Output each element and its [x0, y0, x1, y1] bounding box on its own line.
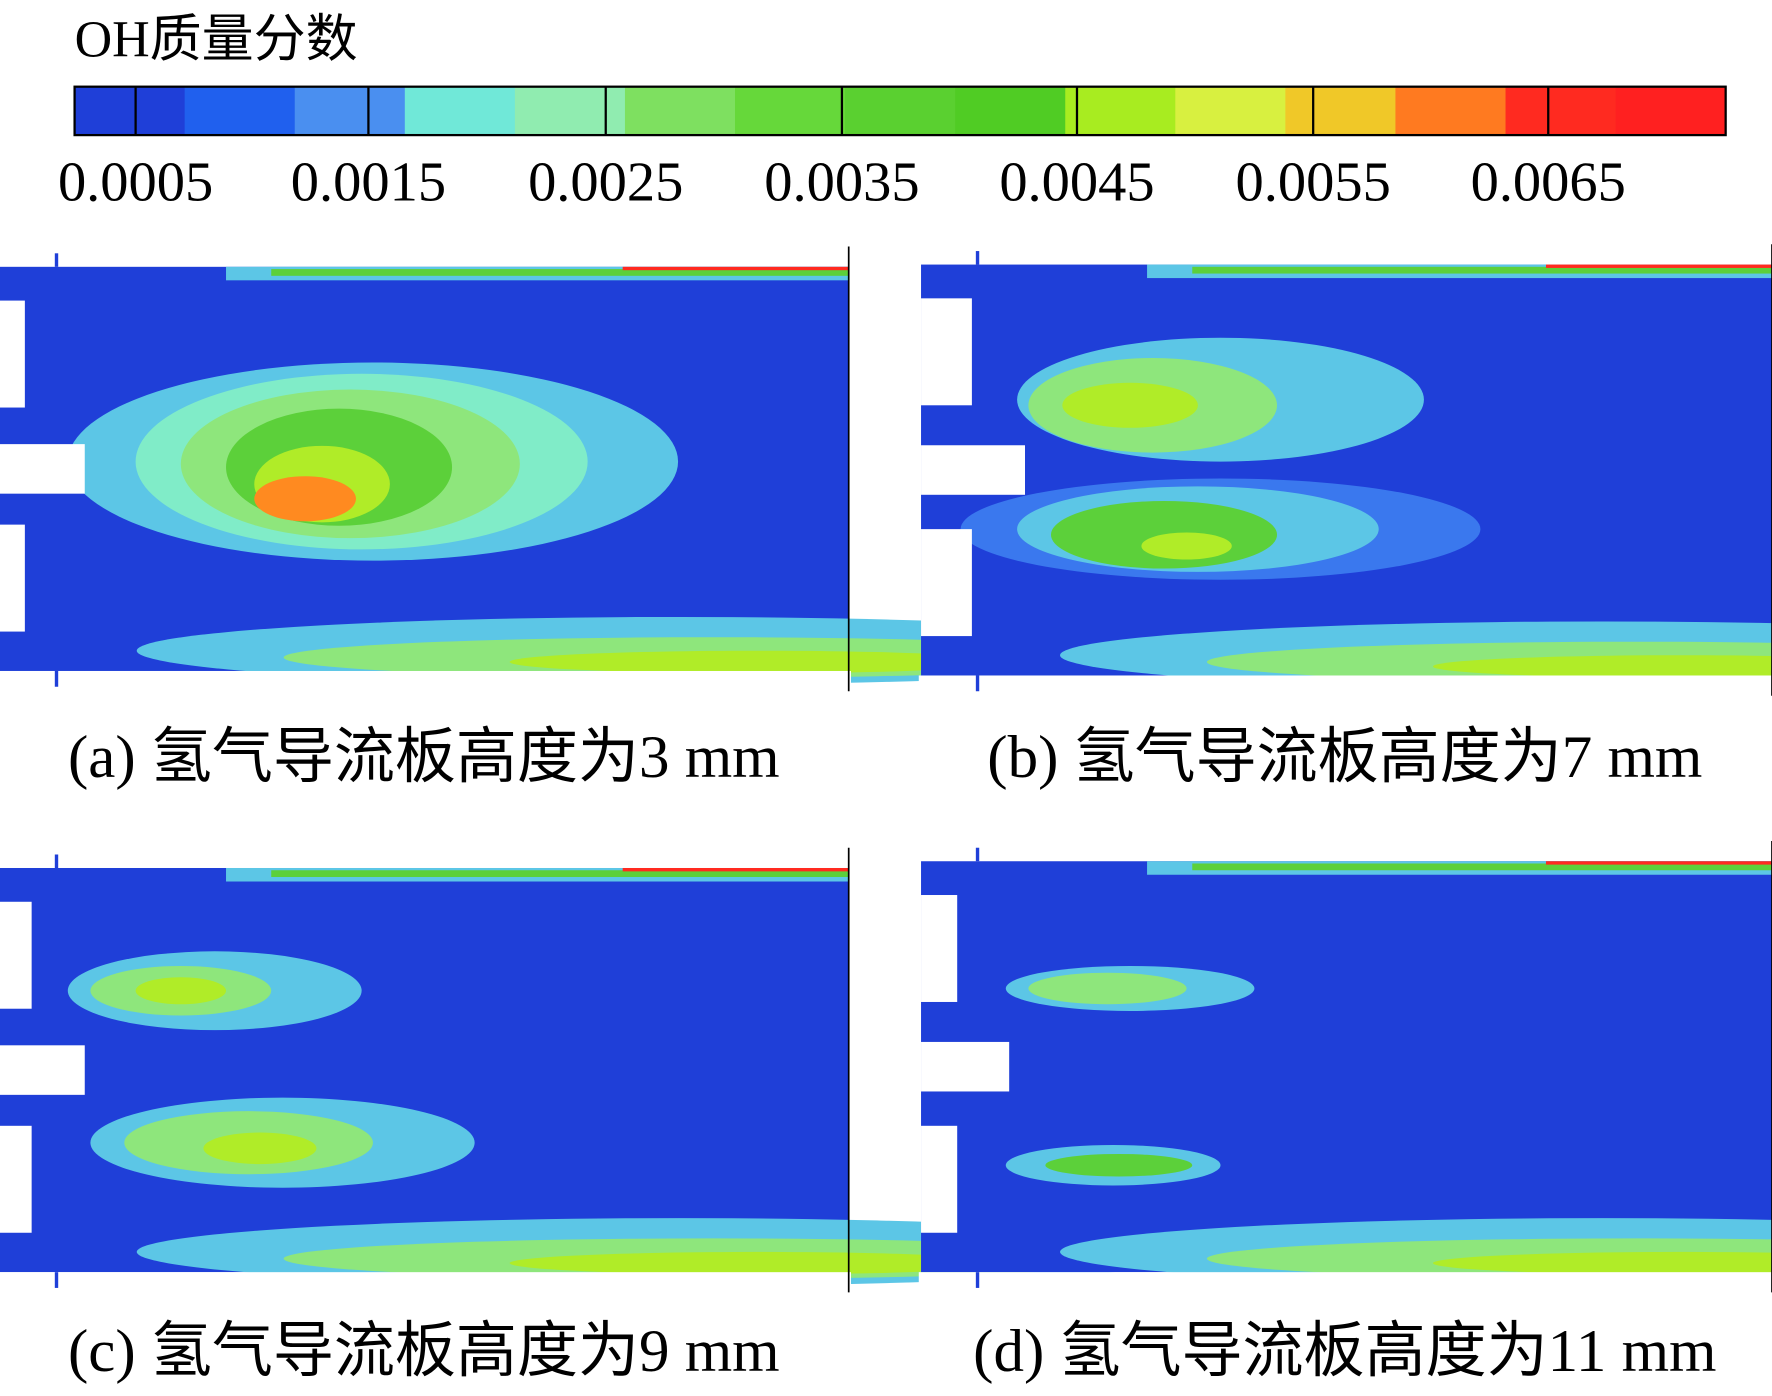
colorbar-segment: [1175, 86, 1287, 136]
inlet: [921, 529, 972, 637]
plume: [1028, 972, 1187, 1005]
cover: [918, 675, 1772, 721]
cover: [0, 1272, 851, 1318]
wall-band: [622, 266, 849, 271]
colorbar-segment: [1285, 86, 1397, 136]
wall-band: [1192, 863, 1772, 871]
colorbar-segment: [624, 86, 736, 136]
wall-band: [1545, 861, 1772, 865]
inlet: [921, 1125, 958, 1233]
wall-band: [271, 870, 849, 878]
colorbar-segment: [294, 86, 406, 136]
colorbar: 0.0005 0.0015 0.0025 0.0035 0.0045 0.0055 0.00…: [58, 85, 1727, 213]
splitter: [0, 444, 85, 494]
contour-domain: [921, 861, 1772, 1273]
colorbar-tick-label: 0.0045: [999, 151, 1154, 213]
colorbar-segment: [1505, 86, 1617, 136]
plume: [254, 476, 356, 522]
panel-caption: (a) 氢气导流板高度为3 mm: [68, 724, 780, 791]
colorbar-segment: [404, 86, 516, 136]
contour-domain: [0, 867, 849, 1273]
wall-band: [622, 867, 849, 872]
inlet: [0, 300, 25, 408]
plume: [1062, 382, 1198, 428]
inlet: [921, 895, 958, 1002]
inlet: [921, 298, 972, 406]
colorbar-title: OH质量分数: [75, 11, 358, 68]
plume: [203, 1132, 317, 1165]
wall-band: [1545, 264, 1772, 268]
panel-caption: (b) 氢气导流板高度为7 mm: [987, 724, 1702, 791]
splitter: [921, 445, 1026, 495]
plume: [135, 977, 227, 1005]
wall-band: [1433, 1251, 1772, 1275]
wall-band: [509, 1251, 1007, 1275]
wall-band: [271, 269, 849, 276]
cover: [0, 670, 851, 717]
panels: (a) 氢气导流板高度为3 mm (b) 氢气导流板高度为7 mm (c) 氢气导流…: [0, 244, 1772, 1385]
colorbar-segment: [845, 86, 956, 136]
colorbar-segment: [184, 86, 296, 136]
splitter: [921, 1041, 1010, 1092]
colorbar-frame: [73, 85, 1727, 137]
panel-caption: (c) 氢气导流板高度为9 mm: [68, 1318, 780, 1385]
inlet: [0, 1125, 32, 1233]
contour-domain: [921, 264, 1772, 676]
colorbar-tick-label: 0.0065: [1471, 151, 1626, 213]
colorbar-segment: [514, 86, 626, 136]
colorbar-segment: [955, 86, 1066, 136]
colorbar-tick-label: 0.0005: [58, 151, 213, 213]
colorbar-tick-label: 0.0055: [1236, 151, 1391, 213]
panel: (b) 氢气导流板高度为7 mm: [918, 244, 1772, 791]
panel: (a) 氢气导流板高度为3 mm: [0, 246, 1222, 791]
panel-caption: (d) 氢气导流板高度为11 mm: [973, 1318, 1716, 1385]
colorbar-segment: [1395, 86, 1507, 136]
colorbar-segment: [74, 86, 186, 136]
wall-band: [1433, 655, 1772, 678]
colorbar-segment: [735, 86, 846, 136]
panel: (d) 氢气导流板高度为11 mm: [918, 840, 1772, 1385]
colorbar-segment: [1065, 86, 1176, 136]
colorbar-tick-label: 0.0035: [764, 151, 919, 213]
colorbar-tick-label: 0.0015: [291, 151, 446, 213]
colorbar-segment: [1615, 86, 1727, 136]
wall-band: [1192, 266, 1772, 274]
splitter: [0, 1045, 85, 1095]
colorbar-tick-label: 0.0025: [528, 151, 683, 213]
cover: [918, 1272, 1772, 1318]
inlet: [0, 901, 32, 1009]
wall-band: [509, 650, 1007, 674]
inlet: [0, 524, 25, 632]
plume: [1045, 1153, 1193, 1177]
plume: [1141, 532, 1232, 560]
